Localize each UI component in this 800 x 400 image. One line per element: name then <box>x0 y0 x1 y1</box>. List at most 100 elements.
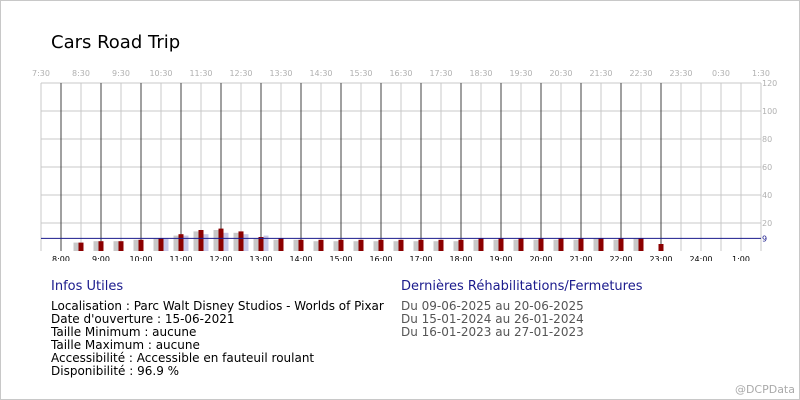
bar-series-1 <box>473 239 479 251</box>
bar-series-2 <box>418 239 424 251</box>
closures-list: Du 09-06-2025 au 20-06-2025 Du 15-01-202… <box>401 300 584 339</box>
y-tick-label: 60 <box>762 163 772 172</box>
bar-series-1 <box>533 239 539 251</box>
infos-list: Localisation : Parc Walt Disney Studios … <box>51 300 384 378</box>
bar-series-1 <box>613 239 619 251</box>
bottom-tick-label: 22:00 <box>609 255 632 261</box>
bar-series-1 <box>453 241 459 251</box>
y-tick-label: 20 <box>762 219 772 228</box>
top-tick-label: 11:30 <box>189 69 212 78</box>
bottom-tick-label: 20:00 <box>529 255 552 261</box>
bar-series-2 <box>178 234 184 251</box>
bottom-tick-label: 17:00 <box>409 255 432 261</box>
bar-series-2 <box>498 238 504 251</box>
bar-series-1 <box>493 239 499 251</box>
grid <box>40 82 762 251</box>
bar-series-1 <box>513 239 519 251</box>
credit-watermark: @DCPData <box>734 383 795 396</box>
top-tick-label: 0:30 <box>712 69 730 78</box>
bars <box>73 228 664 251</box>
closure-item: Du 09-06-2025 au 20-06-2025 <box>401 299 584 313</box>
bar-series-2 <box>358 239 364 251</box>
bar-series-1 <box>333 241 339 251</box>
bottom-tick-label: 21:00 <box>569 255 592 261</box>
wait-time-chart: 9 20 40 60 80 100 120 7:30 8:30 9:30 10:30 11:30 12… <box>32 69 777 261</box>
bar-series-2 <box>458 239 464 251</box>
bar-series-1 <box>253 238 259 251</box>
bar-series-2 <box>278 238 284 251</box>
bar-series-1 <box>233 232 239 251</box>
top-tick-label: 9:30 <box>112 69 130 78</box>
bottom-tick-label: 18:00 <box>449 255 472 261</box>
bottom-tick-label: 15:00 <box>329 255 352 261</box>
closure-item: Du 15-01-2024 au 26-01-2024 <box>401 312 584 326</box>
top-tick-label: 15:30 <box>349 69 372 78</box>
top-tick-label: 16:30 <box>389 69 412 78</box>
bar-series-2 <box>138 239 144 251</box>
bar-series-2 <box>518 238 524 251</box>
bar-series-1 <box>293 239 299 251</box>
bar-series-1 <box>573 239 579 251</box>
top-tick-label: 1:30 <box>752 69 770 78</box>
bar-series-2 <box>158 238 164 251</box>
bottom-tick-label: 9:00 <box>92 255 110 261</box>
bar-series-2 <box>318 239 324 251</box>
bar-series-1 <box>373 241 379 251</box>
info-min-height: Taille Minimum : aucune <box>51 325 197 339</box>
bar-series-1 <box>393 241 399 251</box>
top-tick-label: 7:30 <box>32 69 50 78</box>
top-tick-label: 23:30 <box>669 69 692 78</box>
top-tick-label: 21:30 <box>589 69 612 78</box>
bar-series-2 <box>338 239 344 251</box>
bottom-tick-label: 1:00 <box>732 255 750 261</box>
bar-series-3 <box>223 232 229 251</box>
bar-series-3 <box>263 235 269 251</box>
bar-series-2 <box>78 242 84 251</box>
y-tick-label: 100 <box>762 107 777 116</box>
top-tick-label: 10:30 <box>149 69 172 78</box>
bar-series-2 <box>538 238 544 251</box>
top-tick-label: 17:30 <box>429 69 452 78</box>
bar-series-3 <box>183 235 189 251</box>
info-opening-date: Date d'ouverture : 15-06-2021 <box>51 312 235 326</box>
bar-series-1 <box>353 241 359 251</box>
top-tick-label: 19:30 <box>509 69 532 78</box>
bar-series-1 <box>153 238 159 251</box>
info-accessibility: Accessibilité : Accessible en fauteuil r… <box>51 351 315 365</box>
bar-series-2 <box>638 238 644 251</box>
infos-heading: Infos Utiles <box>51 279 124 294</box>
bar-series-2 <box>438 239 444 251</box>
bottom-tick-label: 24:00 <box>689 255 712 261</box>
bar-series-3 <box>243 234 249 251</box>
top-tick-label: 20:30 <box>549 69 572 78</box>
bar-series-2 <box>398 239 404 251</box>
y-tick-label: 80 <box>762 135 772 144</box>
bar-series-2 <box>258 237 264 251</box>
closure-item: Du 16-01-2023 au 27-01-2023 <box>401 325 584 339</box>
bar-series-3 <box>163 238 169 251</box>
bottom-tick-label: 8:00 <box>52 255 70 261</box>
bar-series-2 <box>478 238 484 251</box>
top-tick-label: 14:30 <box>309 69 332 78</box>
bottom-tick-label: 10:00 <box>129 255 152 261</box>
y-tick-label: 120 <box>762 79 777 88</box>
bar-series-2 <box>298 239 304 251</box>
bar-series-1 <box>213 230 219 251</box>
bar-series-1 <box>313 241 319 251</box>
bar-series-2 <box>618 238 624 251</box>
bar-series-1 <box>193 231 199 251</box>
bottom-tick-label: 11:00 <box>169 255 192 261</box>
bar-series-1 <box>593 238 599 251</box>
top-tick-label: 12:30 <box>229 69 252 78</box>
bar-series-2 <box>118 241 124 251</box>
bar-series-2 <box>378 239 384 251</box>
bar-series-1 <box>173 235 179 251</box>
top-tick-label: 8:30 <box>72 69 90 78</box>
bar-series-1 <box>633 238 639 251</box>
y-tick-label: 40 <box>762 191 772 200</box>
bar-series-2 <box>598 238 604 251</box>
bar-series-2 <box>218 228 224 251</box>
bottom-tick-label: 12:00 <box>209 255 232 261</box>
info-location: Localisation : Parc Walt Disney Studios … <box>51 299 384 313</box>
top-tick-label: 13:30 <box>269 69 292 78</box>
